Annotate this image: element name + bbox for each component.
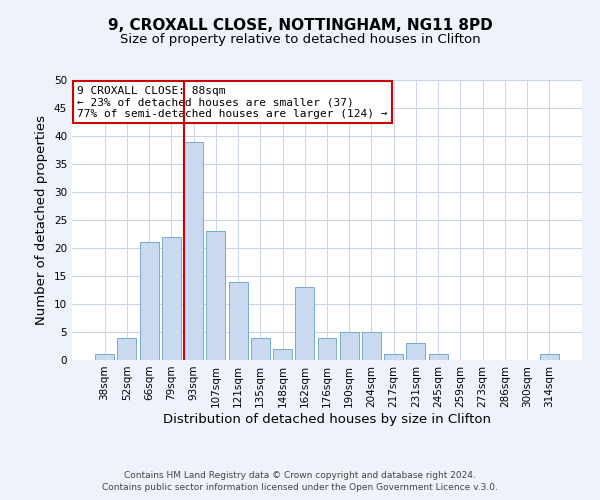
Bar	[251, 338, 270, 360]
Text: Contains HM Land Registry data © Crown copyright and database right 2024.: Contains HM Land Registry data © Crown c…	[124, 471, 476, 480]
Bar	[406, 343, 425, 360]
Bar	[140, 242, 158, 360]
Bar	[429, 354, 448, 360]
Bar	[340, 332, 359, 360]
Bar	[540, 354, 559, 360]
Y-axis label: Number of detached properties: Number of detached properties	[35, 115, 49, 325]
Text: Contains public sector information licensed under the Open Government Licence v.: Contains public sector information licen…	[102, 484, 498, 492]
Bar	[206, 231, 225, 360]
Text: Size of property relative to detached houses in Clifton: Size of property relative to detached ho…	[119, 32, 481, 46]
Bar	[95, 354, 114, 360]
Bar	[162, 237, 181, 360]
Bar	[184, 142, 203, 360]
Text: 9, CROXALL CLOSE, NOTTINGHAM, NG11 8PD: 9, CROXALL CLOSE, NOTTINGHAM, NG11 8PD	[107, 18, 493, 32]
Bar	[118, 338, 136, 360]
Bar	[295, 287, 314, 360]
Text: 9 CROXALL CLOSE: 88sqm
← 23% of detached houses are smaller (37)
77% of semi-det: 9 CROXALL CLOSE: 88sqm ← 23% of detached…	[77, 86, 388, 119]
Bar	[273, 349, 292, 360]
Bar	[362, 332, 381, 360]
Bar	[384, 354, 403, 360]
X-axis label: Distribution of detached houses by size in Clifton: Distribution of detached houses by size …	[163, 412, 491, 426]
Bar	[229, 282, 248, 360]
Bar	[317, 338, 337, 360]
